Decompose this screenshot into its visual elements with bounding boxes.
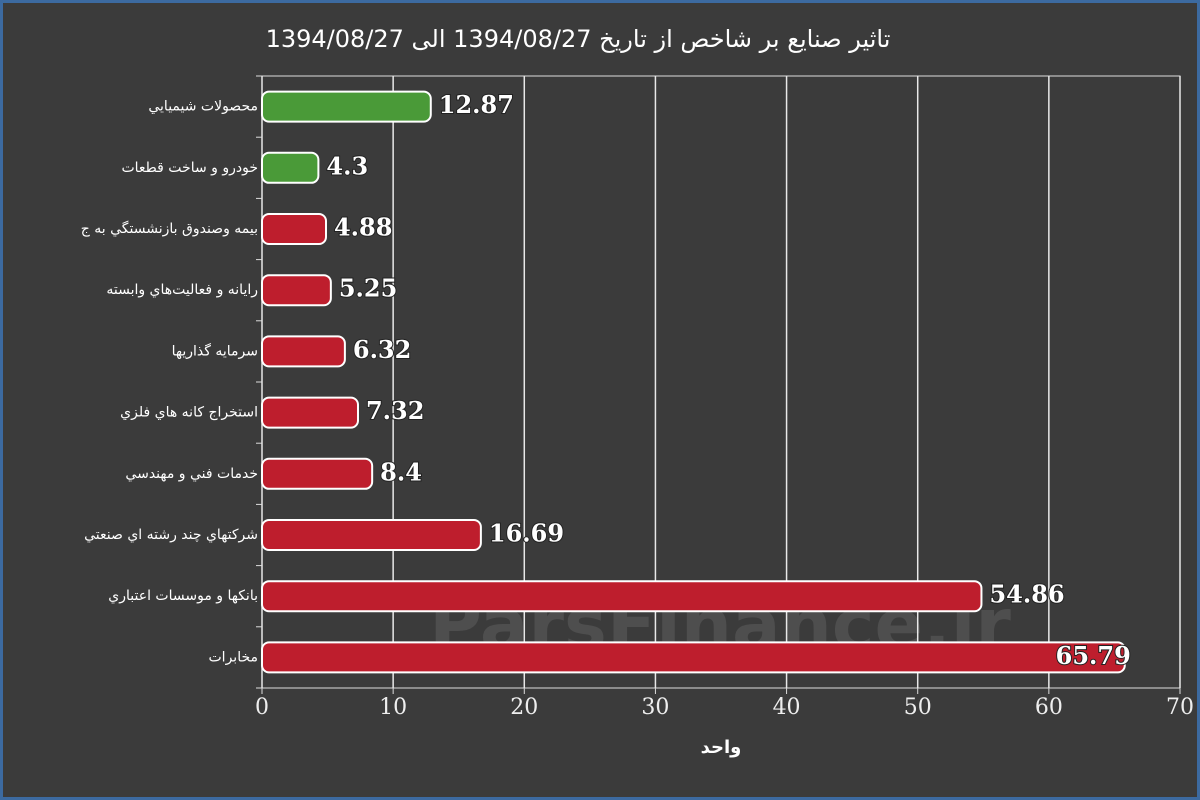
x-tick-label: 50 xyxy=(904,695,932,720)
bar xyxy=(261,641,1126,674)
x-tick-label: 30 xyxy=(641,695,669,720)
x-tick-label: 70 xyxy=(1166,695,1194,720)
y-tick-label: رايانه و فعاليت‌هاي وابسته xyxy=(106,282,258,298)
bar xyxy=(261,335,346,368)
y-tick-label: استخراج كانه هاي فلزي xyxy=(120,405,258,421)
y-tick-label: بيمه وصندوق بازنشستگي به ج xyxy=(81,220,258,237)
bar xyxy=(261,213,327,245)
value-label: 65.79 xyxy=(1056,641,1131,670)
value-label: 7.32 xyxy=(366,396,424,425)
x-tick-label: 20 xyxy=(510,695,538,720)
bar xyxy=(261,396,359,429)
value-label: 4.3 xyxy=(326,151,368,180)
x-tick-label: 60 xyxy=(1035,695,1063,720)
bar xyxy=(261,151,320,184)
x-tick-label: 40 xyxy=(773,695,801,720)
chart-title: تاثیر صنایع بر شاخص از تاریخ 1394/08/27 … xyxy=(266,25,891,53)
y-tick-label: بانكها و موسسات اعتباري xyxy=(108,588,258,604)
y-tick-label: محصولات شيميايي xyxy=(148,99,258,115)
value-label: 54.86 xyxy=(989,580,1064,609)
value-label: 4.88 xyxy=(334,213,392,242)
value-label: 16.69 xyxy=(489,519,564,548)
bar xyxy=(261,457,374,490)
bar xyxy=(261,580,983,613)
value-label: 6.32 xyxy=(353,335,411,364)
bar xyxy=(261,274,332,307)
x-axis-label: واحد xyxy=(701,737,742,758)
value-label: 12.87 xyxy=(439,90,514,119)
y-tick-label: شركتهاي چند رشته اي صنعتي xyxy=(84,527,258,543)
value-label: 8.4 xyxy=(380,457,422,486)
y-tick-label: سرمايه گذاريها xyxy=(172,342,258,359)
y-tick-label: خودرو و ساخت قطعات xyxy=(121,160,258,176)
x-tick-label: 10 xyxy=(379,695,407,720)
bar xyxy=(261,519,482,551)
x-tick-label: 0 xyxy=(255,695,269,720)
y-tick-label: خدمات فني و مهندسي xyxy=(125,466,258,482)
value-label: 5.25 xyxy=(339,274,397,303)
bar xyxy=(261,90,432,123)
y-tick-label: مخابرات xyxy=(209,649,259,665)
